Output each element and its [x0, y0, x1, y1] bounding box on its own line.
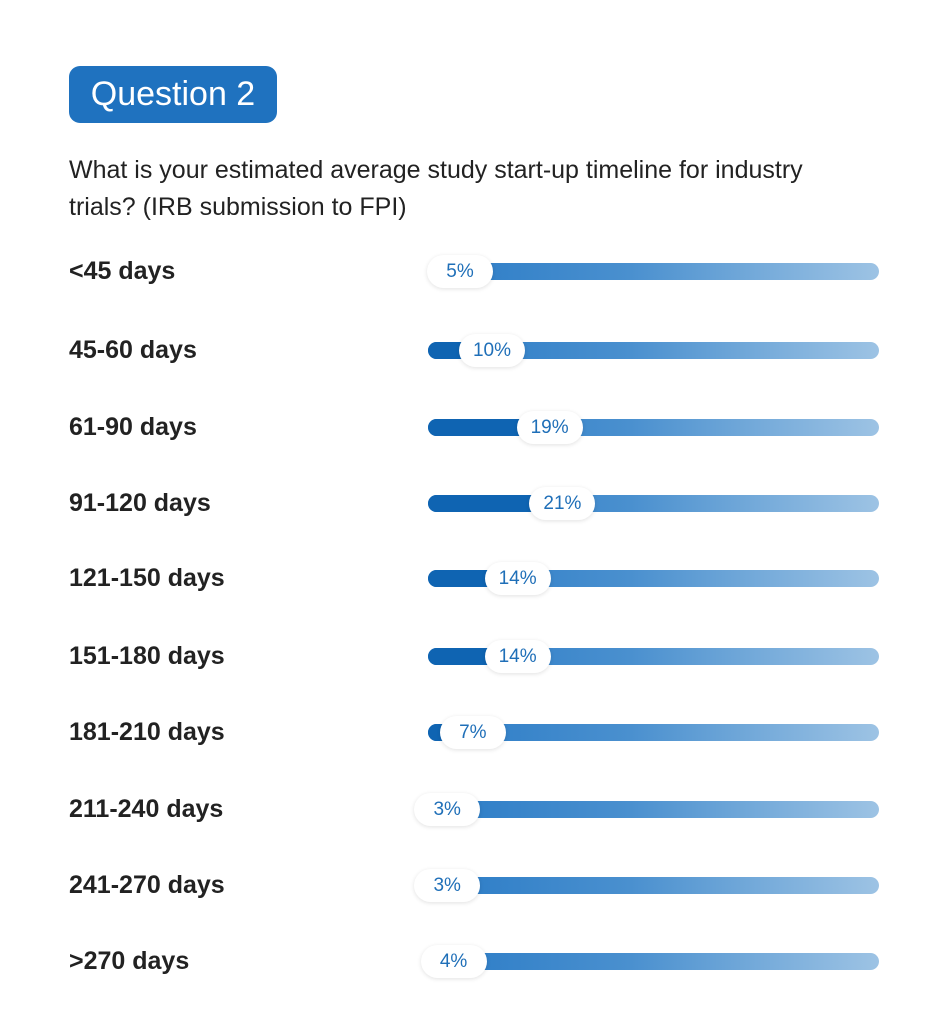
category-label: 45-60 days — [69, 336, 197, 364]
value-label: 10% — [459, 334, 525, 367]
value-label: 3% — [414, 869, 481, 902]
value-label: 21% — [529, 487, 596, 520]
value-label: 3% — [414, 793, 481, 826]
chart-row: 181-210 days 7% — [0, 712, 928, 752]
value-label: 4% — [420, 945, 487, 978]
category-label: 121-150 days — [69, 564, 225, 592]
chart-row: >270 days 4% — [0, 941, 928, 981]
bar-track — [428, 419, 879, 436]
chart-row: 151-180 days 14% — [0, 636, 928, 676]
bar-track — [428, 801, 879, 818]
value-label: 19% — [516, 411, 583, 444]
chart-row: 211-240 days 3% — [0, 789, 928, 829]
chart-row: 121-150 days 14% — [0, 558, 928, 598]
value-label: 14% — [484, 640, 551, 673]
category-label: 241-270 days — [69, 871, 225, 899]
chart-row: 91-120 days 21% — [0, 483, 928, 523]
chart-row: 61-90 days 19% — [0, 407, 928, 447]
category-label: 151-180 days — [69, 642, 225, 670]
bar-track — [428, 263, 879, 280]
chart-row: 241-270 days 3% — [0, 865, 928, 905]
chart-row: 45-60 days 10% — [0, 330, 928, 370]
bar-value — [428, 495, 563, 512]
category-label: 211-240 days — [69, 795, 224, 823]
category-label: >270 days — [69, 947, 190, 975]
question-badge: Question 2 — [69, 66, 277, 123]
category-label: <45 days — [69, 257, 176, 285]
bar-track — [428, 877, 879, 894]
value-label: 7% — [439, 716, 506, 749]
question-text: What is your estimated average study sta… — [69, 156, 803, 221]
bar-track — [428, 495, 879, 512]
category-label: 91-120 days — [69, 489, 211, 517]
category-label: 181-210 days — [69, 718, 225, 746]
chart-row: <45 days 5% — [0, 251, 928, 291]
bar-track — [428, 953, 879, 970]
value-label: 5% — [427, 255, 493, 288]
category-label: 61-90 days — [69, 413, 197, 441]
value-label: 14% — [484, 562, 551, 595]
